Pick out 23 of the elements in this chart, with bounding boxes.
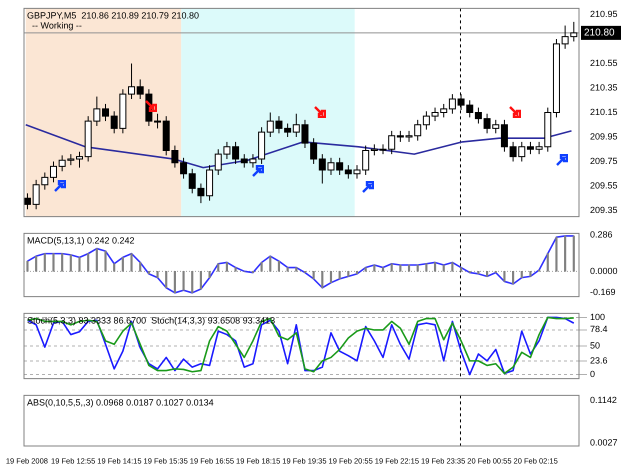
y-tick-label: 0.0000 xyxy=(590,266,618,276)
y-tick-label: 209.55 xyxy=(590,180,618,190)
y-tick-label: 78.4 xyxy=(590,324,608,334)
y-tick-label: 50 xyxy=(590,340,600,350)
y-tick-label: 0.0027 xyxy=(590,438,618,448)
y-tick-label: 210.95 xyxy=(590,9,618,20)
y-tick-label: 0.1142 xyxy=(590,395,617,406)
text: -- Working -- xyxy=(32,20,82,30)
y-tick-label: 209.75 xyxy=(590,156,618,166)
y-tick-label: 100 xyxy=(590,312,606,322)
y-tick-label: 210.55 xyxy=(590,58,618,68)
chart-title: GBPJPY,M5 210.86 210.89 210.79 210.80 xyxy=(27,10,199,20)
y-tick-label: 0.286 xyxy=(590,230,613,240)
chart-title: MACD(5,13,1) 0.242 0.242 xyxy=(27,235,135,246)
y-tick-label: 210.35 xyxy=(590,82,618,92)
y-tick-label: -0.169 xyxy=(590,287,616,298)
y-tick-label: 0 xyxy=(590,369,596,380)
ref-line-label: 210.80 xyxy=(584,28,616,39)
y-tick-label: 210.15 xyxy=(590,106,618,117)
y-tick-label: 209.35 xyxy=(590,204,618,215)
chart-title: ABS(0,10,5,5,,3) 0.0968 0.0187 0.1027 0.0134 xyxy=(27,397,214,408)
y-tick-label: 23.6 xyxy=(590,356,608,366)
y-tick-label: 209.95 xyxy=(590,131,618,142)
